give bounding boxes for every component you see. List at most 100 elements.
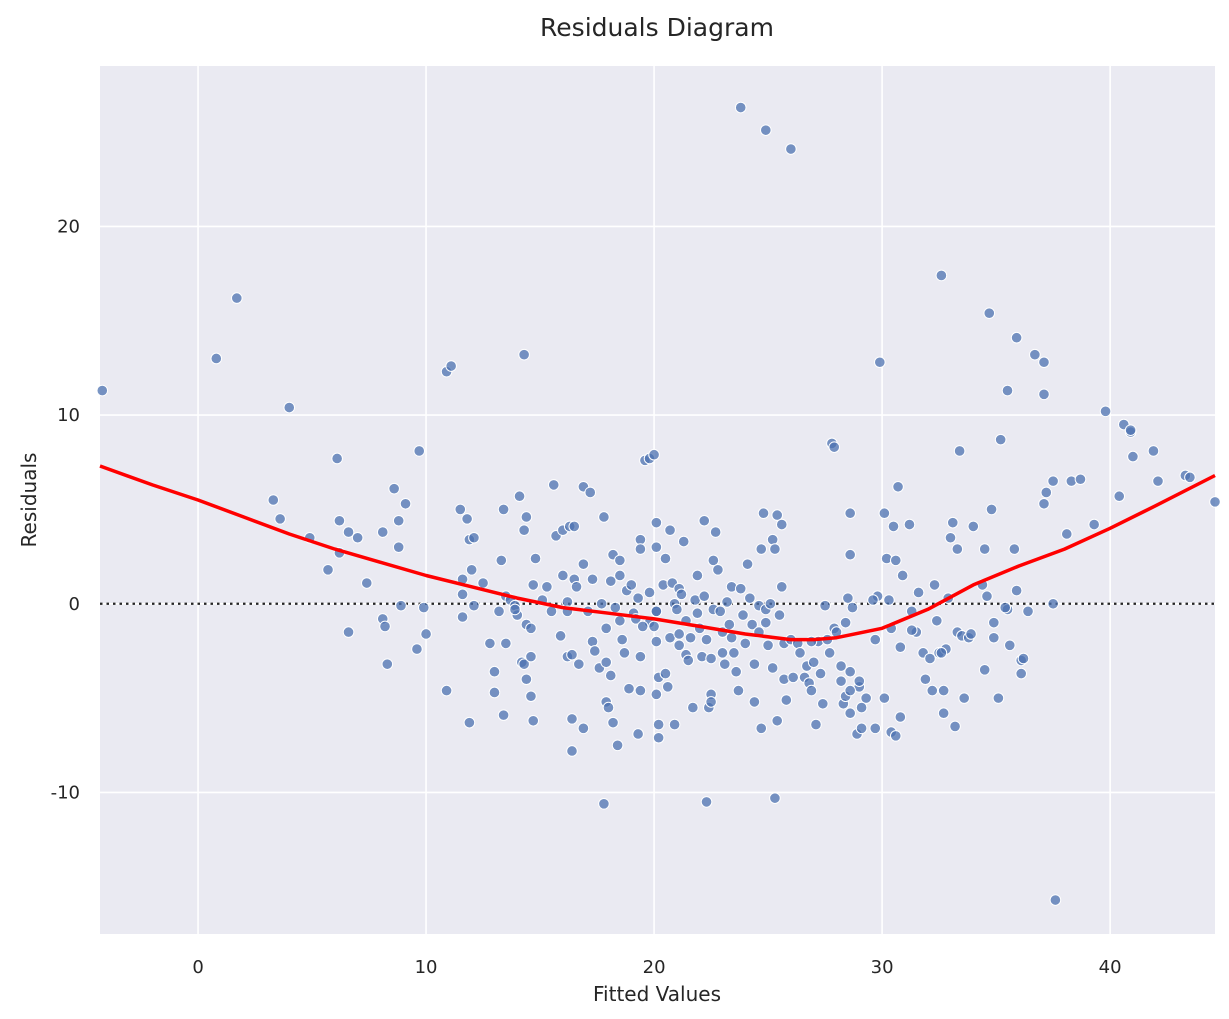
y-tick-label: 10 <box>57 405 80 426</box>
data-point <box>924 652 936 665</box>
data-point <box>659 552 672 565</box>
trend-line <box>99 464 1216 642</box>
data-point <box>705 652 717 665</box>
data-point <box>518 658 530 670</box>
data-point <box>1127 450 1139 463</box>
data-point <box>671 603 683 616</box>
data-point <box>785 143 797 155</box>
x-axis-label: Fitted Values <box>593 982 721 1006</box>
data-point <box>1209 496 1221 508</box>
data-point <box>978 543 991 555</box>
data-point <box>1008 543 1021 555</box>
data-point <box>392 514 405 527</box>
data-point <box>992 692 1005 704</box>
data-point <box>625 579 638 591</box>
data-point <box>648 620 660 633</box>
data-point <box>632 592 644 604</box>
data-point <box>1022 605 1034 618</box>
data-point <box>1038 388 1050 401</box>
data-point <box>420 628 432 640</box>
data-point <box>937 684 950 697</box>
data-point <box>609 601 622 614</box>
data-point <box>892 480 904 493</box>
data-point <box>919 673 932 686</box>
data-point <box>342 626 355 638</box>
data-point <box>518 348 530 361</box>
data-point <box>1113 490 1126 503</box>
data-point <box>650 688 663 701</box>
data-point <box>454 503 467 516</box>
data-point <box>650 541 663 553</box>
data-point <box>495 554 508 567</box>
data-point <box>456 611 469 623</box>
data-point <box>488 665 501 678</box>
data-point <box>994 433 1007 446</box>
data-point <box>586 635 599 648</box>
data-point <box>855 722 868 735</box>
data-point <box>712 564 724 576</box>
data-point <box>634 684 647 697</box>
data-point <box>769 792 781 804</box>
data-point <box>399 497 412 510</box>
data-point <box>988 616 1000 629</box>
data-point <box>664 524 676 536</box>
data-point <box>652 718 665 731</box>
data-point <box>844 707 856 720</box>
data-point <box>951 543 964 555</box>
data-point <box>557 569 569 582</box>
data-point <box>456 588 469 601</box>
data-point <box>586 573 599 586</box>
data-point <box>734 582 747 595</box>
data-point <box>598 511 610 523</box>
x-tick-label: 10 <box>415 957 438 978</box>
data-point <box>395 599 407 612</box>
data-point <box>860 692 872 704</box>
data-point <box>488 686 501 699</box>
data-point <box>766 662 779 674</box>
data-point <box>595 597 608 610</box>
data-point <box>525 650 537 663</box>
data-point <box>787 671 799 684</box>
y-tick-label: -10 <box>51 782 80 803</box>
y-tick-label: 20 <box>57 216 80 237</box>
data-point <box>1029 348 1041 361</box>
x-tick-label: 0 <box>192 957 203 978</box>
data-point <box>267 494 280 506</box>
data-point <box>867 594 879 606</box>
data-point <box>588 645 601 657</box>
data-point <box>231 292 243 304</box>
trend-curve <box>99 464 1216 642</box>
data-point <box>1074 473 1087 486</box>
data-point <box>529 552 542 565</box>
data-point <box>983 307 996 319</box>
data-point <box>677 535 690 548</box>
data-point <box>1184 471 1196 484</box>
data-point <box>210 352 223 365</box>
data-point <box>554 630 567 642</box>
data-point <box>463 716 476 729</box>
data-point <box>807 656 820 669</box>
data-point <box>547 479 560 491</box>
data-point <box>525 690 537 703</box>
data-point <box>322 564 334 576</box>
data-point <box>965 628 977 640</box>
chart-title: Residuals Diagram <box>540 13 774 42</box>
data-point <box>741 558 754 570</box>
data-point <box>461 513 473 525</box>
data-point <box>999 601 1012 614</box>
data-point <box>568 520 581 533</box>
data-point <box>691 569 704 582</box>
data-point <box>643 586 656 599</box>
data-point <box>698 590 711 603</box>
y-tick-label: 0 <box>69 594 80 615</box>
data-point <box>96 384 109 397</box>
data-point <box>673 628 685 640</box>
data-point <box>878 507 891 520</box>
data-point <box>411 643 423 655</box>
data-point <box>632 728 644 740</box>
data-point <box>949 720 961 733</box>
data-point <box>650 516 663 529</box>
data-point <box>614 554 626 567</box>
data-point <box>978 664 991 676</box>
data-point <box>928 579 941 591</box>
